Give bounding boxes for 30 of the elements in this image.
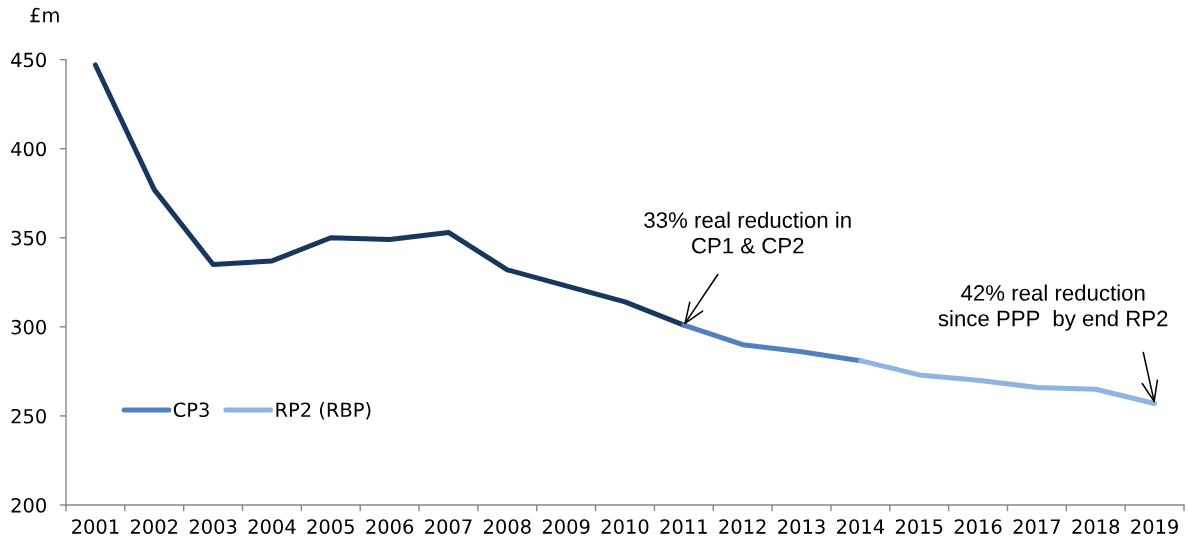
- y-tick-label: 250: [11, 408, 46, 424]
- x-tick-label: 2018: [1072, 519, 1120, 534]
- x-tick-label: 2015: [895, 519, 943, 534]
- x-tick-label: 2002: [130, 519, 178, 534]
- x-tick-label: 2013: [778, 519, 825, 534]
- x-tick-label: 2014: [837, 519, 885, 534]
- x-tick-label: 2007: [425, 519, 472, 534]
- x-tick-label: 2006: [366, 519, 414, 534]
- x-tick-label: 2011: [660, 519, 707, 534]
- y-tick-label: 300: [11, 319, 46, 335]
- legend-label: CP3: [173, 402, 209, 418]
- y-tick-label: 450: [11, 52, 46, 68]
- x-tick-label: 2003: [189, 519, 237, 534]
- y-tick-label: 350: [11, 230, 46, 246]
- annotation: 33% real reduction in CP1 & CP2: [644, 211, 851, 254]
- x-tick-label: 2010: [601, 519, 649, 534]
- annotation: 42% real reduction since PPP by end RP2: [938, 284, 1168, 331]
- x-tick-label: 2019: [1131, 519, 1178, 534]
- x-tick-label: 2012: [719, 519, 766, 534]
- x-tick-label: 2005: [307, 519, 354, 534]
- x-tick-label: 2008: [484, 519, 531, 534]
- y-tick-label: 200: [11, 497, 46, 513]
- legend-label: RP2 (RBP): [276, 402, 371, 420]
- x-tick-label: 2017: [1013, 519, 1060, 534]
- x-tick-label: 2001: [72, 519, 119, 534]
- y-tick-label: 400: [11, 141, 46, 157]
- x-tick-label: 2004: [248, 519, 296, 534]
- x-tick-label: 2009: [542, 519, 590, 534]
- x-tick-label: 2016: [954, 519, 1002, 534]
- y-axis-title: £m: [30, 7, 59, 23]
